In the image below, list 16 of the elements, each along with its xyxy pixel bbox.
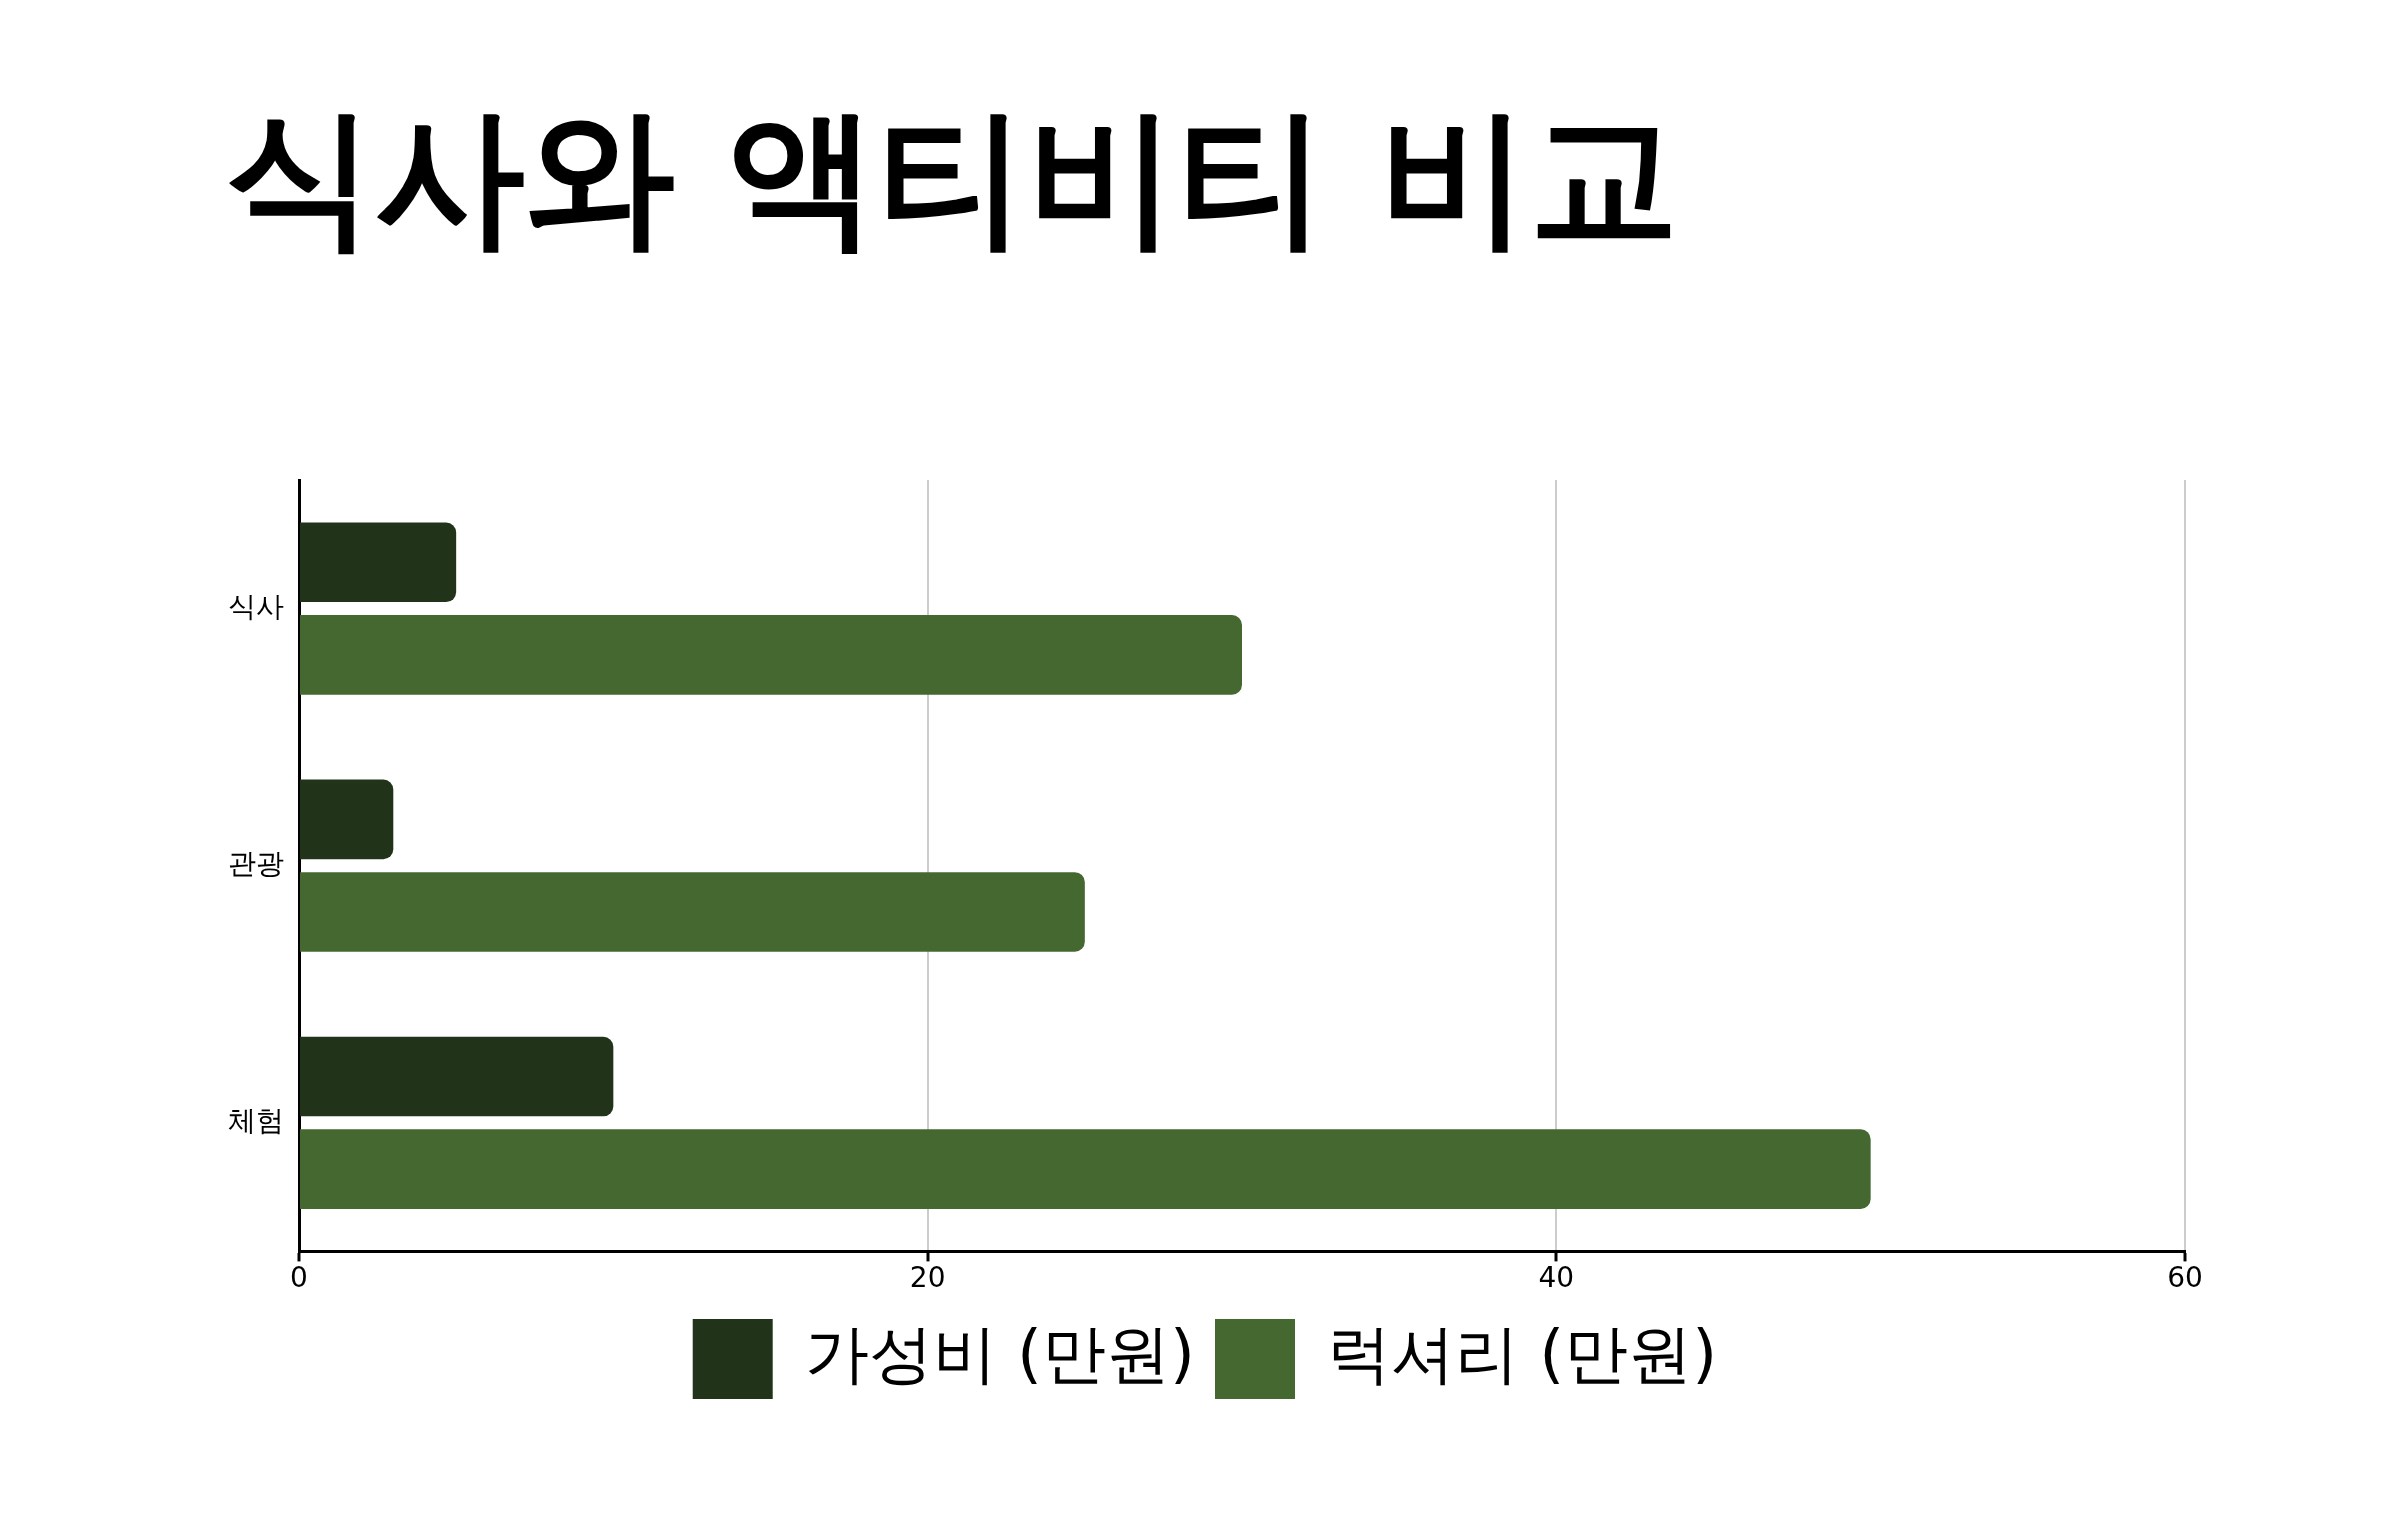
y-tick-label: 체험 bbox=[228, 1104, 284, 1138]
y-tick-label: 관광 bbox=[228, 846, 284, 880]
bar bbox=[300, 872, 1085, 952]
bar bbox=[300, 615, 1242, 695]
x-tick-label: 40 bbox=[1538, 1261, 1575, 1295]
bar bbox=[300, 1036, 614, 1117]
bar bbox=[300, 779, 394, 860]
x-tick-label: 60 bbox=[2167, 1261, 2203, 1295]
x-tick-label: 0 bbox=[290, 1261, 308, 1295]
legend-label: 럭셔리 (만원) bbox=[1327, 1316, 1718, 1391]
legend-label: 가성비 (만원) bbox=[804, 1316, 1195, 1391]
bar bbox=[300, 522, 457, 603]
x-tick-label: 20 bbox=[909, 1261, 946, 1295]
y-tick-label: 식사 bbox=[228, 589, 284, 623]
chart-title: 식사와 액티비티 비교 bbox=[225, 89, 1680, 264]
bar bbox=[300, 1129, 1871, 1209]
